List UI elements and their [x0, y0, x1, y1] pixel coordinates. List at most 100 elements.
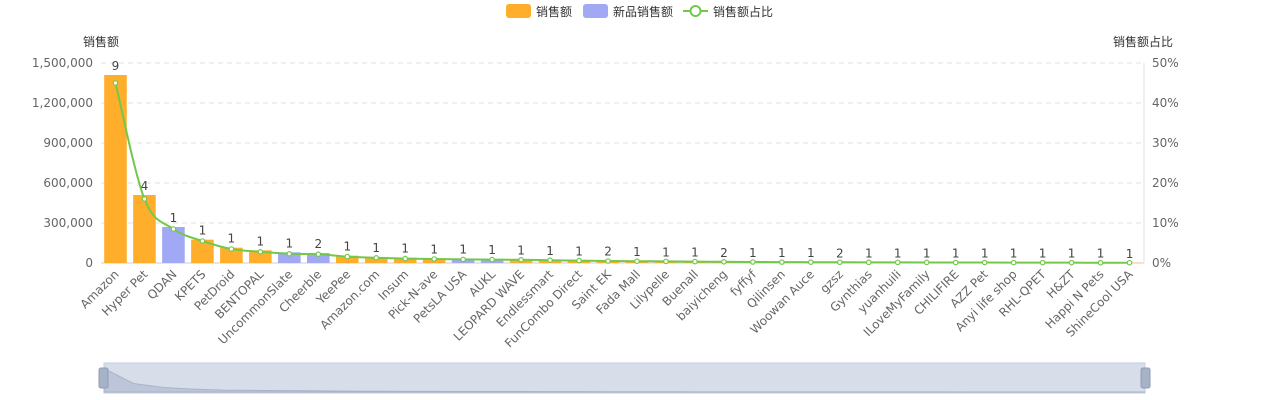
y-right-tick-label: 30%: [1152, 136, 1179, 150]
bar-count-label: 1: [1097, 247, 1105, 261]
bar-count-label: 1: [199, 224, 207, 238]
y-axis-right-title: 销售额占比: [1113, 34, 1173, 49]
bar-count-label: 1: [459, 243, 467, 257]
share-point[interactable]: [721, 258, 727, 265]
share-point[interactable]: [286, 251, 293, 257]
bar-count-label: 2: [836, 246, 844, 260]
share-point[interactable]: [808, 259, 814, 266]
share-point[interactable]: [228, 246, 235, 252]
share-point[interactable]: [750, 259, 756, 265]
bar-count-label: 2: [314, 237, 322, 251]
y-left-tick-label: 300,000: [43, 216, 93, 230]
share-point[interactable]: [1010, 259, 1017, 266]
bar-amazon[interactable]: [104, 75, 127, 263]
bar-kpets[interactable]: [191, 239, 214, 263]
share-point[interactable]: [431, 256, 437, 262]
y-axis-left-title: 销售额: [83, 34, 119, 49]
share-point[interactable]: [952, 259, 959, 266]
y-axis-right-ticks: 0% 10% 20% 30% 40% 50%: [1152, 56, 1179, 270]
bar-petdroid[interactable]: [220, 247, 243, 263]
share-point[interactable]: [605, 258, 611, 264]
y-left-tick-label: 0: [85, 256, 93, 270]
y-axis-left-ticks: 0 300,000 600,000 900,000 1,200,000 1,500,000: [32, 56, 93, 270]
bar-hyper-pet[interactable]: [133, 195, 156, 263]
bar-count-label: 1: [285, 236, 293, 250]
legend-item-sales[interactable]: 销售额: [506, 4, 572, 19]
share-point[interactable]: [836, 259, 843, 266]
share-point[interactable]: [257, 249, 264, 255]
bar-count-label: 1: [575, 244, 583, 258]
bar-count-label: 1: [662, 245, 670, 259]
bar-count-label: 2: [604, 245, 612, 259]
bar-count-label: 1: [691, 246, 699, 260]
bar-count-label: 1: [401, 242, 409, 256]
data-zoom-slider[interactable]: [98, 362, 1151, 394]
share-point[interactable]: [315, 251, 322, 258]
y-left-tick-label: 600,000: [43, 176, 93, 190]
share-point[interactable]: [489, 256, 495, 263]
y-right-tick-label: 0%: [1152, 256, 1171, 270]
chart-legend[interactable]: 销售额 新品销售额 销售额占比: [506, 4, 773, 19]
share-point[interactable]: [923, 259, 930, 266]
share-point[interactable]: [894, 259, 901, 266]
share-point[interactable]: [576, 257, 582, 264]
share-line-series: [112, 80, 1133, 266]
share-point[interactable]: [634, 258, 640, 265]
share-point[interactable]: [1068, 259, 1075, 266]
legend-item-new-sales[interactable]: 新品销售额: [583, 4, 673, 19]
share-point[interactable]: [865, 259, 872, 266]
share-point[interactable]: [663, 258, 669, 265]
bar-count-label: 1: [807, 246, 815, 260]
share-point[interactable]: [1126, 259, 1133, 266]
bar-count-label: 1: [517, 243, 525, 257]
share-point[interactable]: [547, 257, 553, 264]
y-left-tick-label: 1,200,000: [32, 96, 93, 110]
legend-swatch-share-dot: [689, 5, 702, 17]
bar-count-label: 1: [170, 211, 178, 225]
share-point[interactable]: [373, 254, 380, 261]
bar-count-label: 1: [430, 242, 438, 256]
share-point[interactable]: [402, 255, 409, 262]
share-point[interactable]: [141, 196, 148, 202]
data-zoom-track[interactable]: [103, 362, 1146, 394]
bar-labels: 9 4 1 1 1 1 1 2 1 1 1 1 1 1 1 1 1 2 1 1 1 2 1 1 1 2 1 1 1 1 1 1 1 1 1 1: [112, 59, 1134, 261]
y-right-tick-label: 50%: [1152, 56, 1179, 70]
share-point[interactable]: [460, 256, 466, 263]
y-right-tick-label: 10%: [1152, 216, 1179, 230]
bar-count-label: 1: [1039, 247, 1047, 261]
y-right-tick-label: 20%: [1152, 176, 1179, 190]
data-zoom-left-handle[interactable]: [98, 367, 109, 389]
share-point[interactable]: [1039, 259, 1046, 266]
share-point[interactable]: [981, 259, 988, 266]
legend-label-share: 销售额占比: [713, 4, 773, 19]
share-point[interactable]: [779, 259, 785, 265]
share-point[interactable]: [170, 226, 177, 232]
share-point[interactable]: [1097, 259, 1104, 266]
bar-count-label: 1: [343, 240, 351, 254]
bar-count-label: 1: [1068, 247, 1076, 261]
bar-count-label: 1: [778, 246, 786, 260]
legend-swatch-new-sales: [583, 4, 608, 18]
bar-count-label: 1: [257, 234, 265, 248]
bar-count-label: 9: [112, 59, 120, 73]
y-left-tick-label: 900,000: [43, 136, 93, 150]
bar-count-label: 1: [1126, 247, 1134, 261]
bar-count-label: 1: [952, 247, 960, 261]
share-point[interactable]: [344, 253, 351, 260]
bar-count-label: 1: [372, 241, 380, 255]
data-zoom-right-handle[interactable]: [1140, 367, 1151, 389]
share-point[interactable]: [199, 238, 206, 244]
bar-count-label: 1: [633, 245, 641, 259]
share-point[interactable]: [112, 80, 119, 86]
legend-label-sales: 销售额: [536, 4, 572, 19]
share-point[interactable]: [518, 256, 524, 263]
bar-count-label: 2: [720, 246, 728, 260]
legend-item-share[interactable]: 销售额占比: [683, 4, 773, 19]
bar-qdan[interactable]: [162, 227, 185, 263]
data-zoom-preview: [103, 367, 1146, 393]
bar-uncommonslate[interactable]: [278, 252, 301, 263]
bar-cheerble[interactable]: [306, 253, 330, 263]
share-point[interactable]: [692, 258, 698, 265]
bar-bentopal[interactable]: [249, 250, 272, 263]
